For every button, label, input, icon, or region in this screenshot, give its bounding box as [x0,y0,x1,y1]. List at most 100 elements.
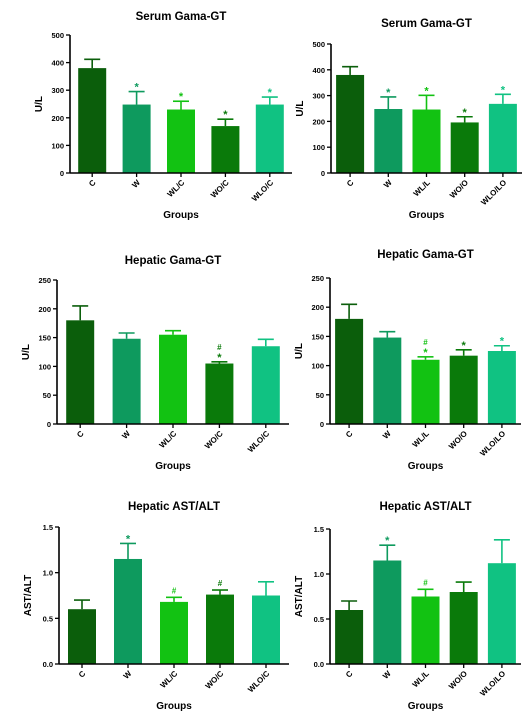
bar-wo-c [205,363,234,424]
x-tick-label: C [345,178,356,189]
significance-star: * [223,109,228,121]
y-tick-label: 300 [51,86,64,95]
y-tick-label: 1.5 [43,523,53,532]
significance-star: * [268,87,273,99]
y-axis-label: AST/ALT [23,575,34,616]
x-tick-label: WL/C [159,669,180,690]
chart-panel-1: Serum Gama-GT 0 100 200 300 400 500 U/L * * * * C W WL… [34,11,292,221]
chart-title: Hepatic Gama-GT [125,255,222,267]
y-axis-label: U/L [34,96,45,112]
y-tick-label: 0.5 [43,614,53,623]
significance-star: * [179,91,184,103]
y-tick-label: 0 [60,169,64,178]
y-tick-label: 200 [38,305,51,314]
y-tick-label: 300 [312,92,325,101]
x-tick-label: W [382,178,394,190]
significance-hash: # [218,579,223,588]
chart-title: Hepatic AST/ALT [128,501,220,513]
y-tick-label: 1.0 [314,570,324,579]
x-tick-label: WLO/C [250,178,275,203]
x-tick-label: WL/L [411,669,431,689]
chart-panel-5: Hepatic AST/ALT 0.0 0.5 1.0 1.5 AST/ALT * # # C W W… [23,501,289,712]
bar-w [122,104,151,173]
y-axis-label: U/L [294,343,305,359]
x-tick-label: C [75,429,86,440]
x-tick-label: WO/C [203,429,225,451]
significance-hash: # [217,343,222,352]
bar-w [374,109,403,173]
bar-wl-l [411,359,440,424]
bar-w [373,560,402,664]
x-tick-label: W [381,669,393,681]
bar-wl-l [412,109,441,173]
x-tick-label: WL/C [166,178,187,199]
bar-wo-o [449,355,478,424]
x-axis-label: Groups [409,210,445,221]
y-tick-label: 100 [51,141,64,150]
x-tick-label: C [344,669,355,680]
x-tick-label: WO/C [209,178,231,200]
y-tick-label: 0 [321,169,325,178]
bar-wo-c [211,126,240,173]
significance-hash: # [423,338,428,347]
x-tick-label: WLO/LO [478,429,507,458]
x-tick-label: W [381,429,393,441]
significance-star: * [134,82,139,94]
x-tick-label: C [344,429,355,440]
chart-title: Hepatic AST/ALT [379,501,471,513]
y-tick-label: 0 [320,420,324,429]
bar-w [112,338,141,424]
bar-c [336,74,365,173]
y-tick-label: 50 [43,391,51,400]
x-tick-label: WO/C [204,669,226,691]
y-tick-label: 400 [51,59,64,68]
bar-wl-c [159,334,187,424]
significance-star: * [463,107,468,119]
chart-title: Hepatic Gama-GT [377,249,474,261]
significance-star: * [386,87,391,99]
y-tick-label: 1.5 [314,525,324,534]
x-tick-label: WL/L [412,178,432,198]
y-tick-label: 50 [316,391,324,400]
y-tick-label: 150 [311,332,324,341]
significance-star: * [424,85,429,97]
y-tick-label: 400 [312,66,325,75]
bar-wlo-c [251,346,280,424]
y-tick-label: 100 [311,362,324,371]
bar-c [68,609,96,664]
y-axis-label: AST/ALT [294,576,305,617]
y-tick-label: 100 [38,362,51,371]
significance-star: * [501,84,506,96]
x-axis-label: Groups [408,701,444,712]
significance-hash: # [172,586,177,595]
bar-wo-o [450,122,479,173]
bar-c [78,68,107,173]
y-tick-label: 1.0 [43,569,53,578]
y-tick-label: 100 [312,143,325,152]
bar-w [373,337,402,424]
bar-wl-c [167,109,195,173]
chart-panel-6: Hepatic AST/ALT 0.0 0.5 1.0 1.5 AST/ALT * # C W WL… [294,501,521,712]
x-tick-label: W [120,429,132,441]
y-tick-label: 0.5 [314,615,324,624]
x-tick-label: WLO/C [246,669,271,694]
significance-star: * [423,347,428,359]
x-tick-label: WO/O [448,178,470,200]
chart-title: Serum Gama-GT [381,18,472,30]
x-tick-label: WL/L [411,429,431,449]
y-tick-label: 200 [51,114,64,123]
x-tick-label: WLO/LO [478,669,507,698]
significance-star: * [126,533,131,545]
significance-star: * [500,336,505,348]
bar-wlo-lo [487,351,516,424]
x-tick-label: WL/C [158,429,179,450]
bar-wlo-lo [488,103,517,173]
significance-hash: # [423,578,428,587]
significance-star: * [462,340,467,352]
bar-wo-o [449,592,478,664]
x-axis-label: Groups [163,210,199,221]
x-tick-label: WLO/C [246,429,271,454]
x-tick-label: C [87,178,98,189]
x-tick-label: C [77,669,88,680]
y-tick-label: 150 [38,334,51,343]
